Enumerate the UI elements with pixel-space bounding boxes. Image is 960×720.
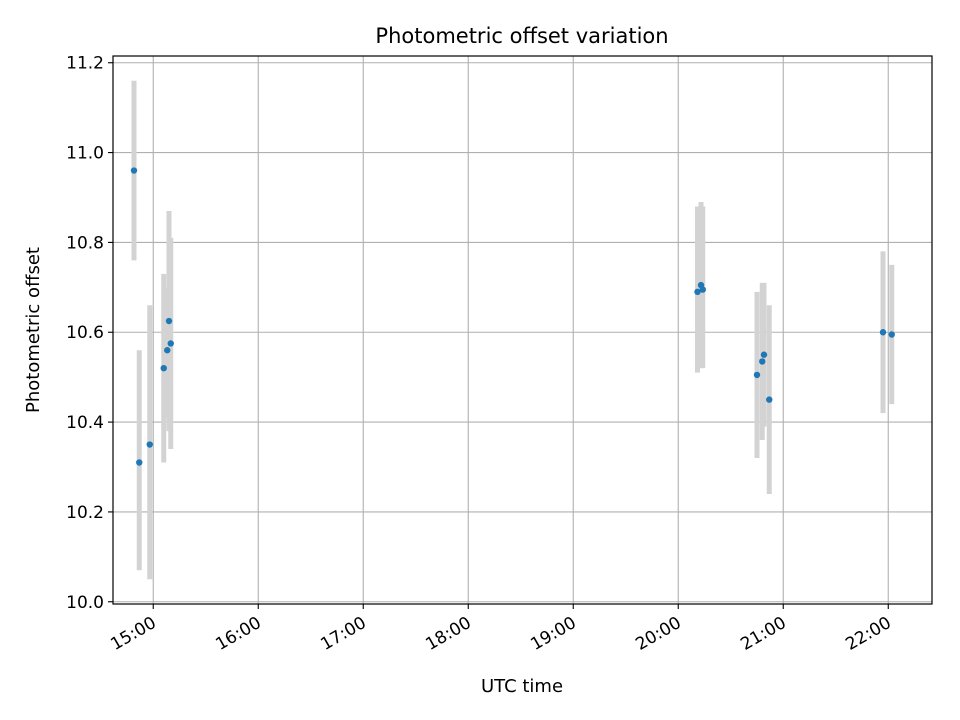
y-tick-label: 10.6 bbox=[66, 323, 104, 343]
data-point bbox=[167, 340, 174, 347]
data-point bbox=[160, 364, 167, 372]
data-point bbox=[694, 288, 701, 296]
grid bbox=[113, 56, 932, 604]
y-tick-label: 10.2 bbox=[66, 503, 104, 523]
data-points bbox=[130, 167, 895, 466]
y-axis-label: Photometric offset bbox=[23, 247, 44, 413]
data-point bbox=[759, 358, 766, 365]
y-axis-ticks: 10.0 10.2 10.4 10.6 10.8 11.0 11.2 bbox=[66, 54, 113, 613]
axes-frame bbox=[112, 55, 933, 605]
data-point bbox=[146, 441, 153, 448]
data-point bbox=[760, 351, 768, 358]
y-tick-label: 10.8 bbox=[66, 233, 104, 253]
data-point bbox=[699, 286, 706, 293]
data-point bbox=[164, 347, 171, 354]
y-tick-label: 10.0 bbox=[66, 593, 104, 613]
x-axis-label: UTC time bbox=[481, 676, 563, 697]
data-point bbox=[130, 167, 138, 174]
data-point bbox=[753, 371, 761, 379]
y-tick-label: 10.4 bbox=[66, 413, 104, 433]
data-point bbox=[766, 396, 773, 403]
chart-title: Photometric offset variation bbox=[375, 24, 668, 48]
y-tick-label: 11.0 bbox=[66, 144, 104, 164]
data-point bbox=[888, 331, 895, 338]
y-tick-label: 11.2 bbox=[66, 54, 104, 74]
data-point bbox=[879, 329, 887, 336]
data-point bbox=[165, 317, 173, 325]
data-point bbox=[136, 459, 143, 466]
